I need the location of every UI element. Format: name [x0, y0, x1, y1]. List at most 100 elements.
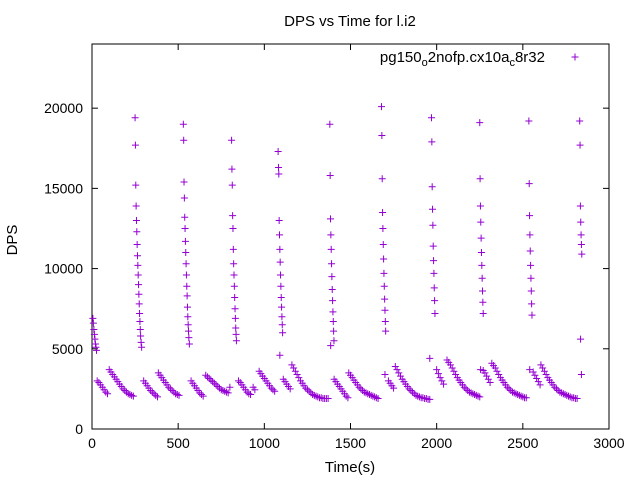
data-point [379, 241, 387, 249]
data-point [357, 385, 365, 393]
data-point [182, 249, 190, 257]
data-point [175, 391, 183, 399]
data-point [210, 379, 218, 387]
data-point [381, 370, 389, 378]
data-point [344, 394, 352, 402]
data-point [465, 388, 473, 396]
x-tick-label: 2500 [507, 435, 538, 451]
data-point [182, 271, 190, 279]
data-point [540, 367, 548, 375]
data-point [576, 117, 584, 125]
data-point [452, 370, 460, 378]
data-point [474, 392, 482, 400]
chart-title: DPS vs Time for l.i2 [284, 13, 416, 30]
data-point [433, 366, 441, 374]
data-point [317, 394, 325, 402]
data-point [428, 138, 436, 146]
data-point [93, 377, 101, 385]
data-point [476, 393, 484, 401]
data-point [529, 368, 537, 376]
data-point [137, 332, 145, 340]
data-point [462, 385, 470, 393]
data-point [565, 392, 573, 400]
data-point [576, 202, 584, 210]
data-point [137, 338, 145, 346]
data-point [512, 390, 520, 398]
data-point [199, 392, 207, 400]
data-point [526, 231, 534, 239]
data-point [426, 395, 434, 403]
data-point [135, 300, 143, 308]
data-point [382, 327, 390, 335]
y-tick-label: 10000 [44, 261, 83, 277]
data-point [427, 114, 435, 122]
data-point [271, 387, 279, 395]
data-point [209, 378, 217, 386]
data-point [136, 318, 144, 326]
data-point [89, 314, 97, 322]
data-point [533, 374, 541, 382]
data-point [229, 245, 237, 253]
data-point [478, 261, 486, 269]
data-point [228, 165, 236, 173]
data-point [412, 391, 420, 399]
x-tick-label: 1500 [335, 435, 366, 451]
data-point [182, 260, 190, 268]
data-point [391, 362, 399, 370]
y-tick-label: 0 [75, 421, 83, 437]
data-point [476, 202, 484, 210]
legend: pg150o2nofp.cx10ac8r32 [380, 49, 579, 69]
data-point [230, 271, 238, 279]
data-point [245, 390, 253, 398]
data-point [438, 377, 446, 385]
data-point [302, 384, 310, 392]
data-point [275, 170, 283, 178]
data-point [310, 391, 318, 399]
data-point [135, 281, 143, 289]
data-point [314, 393, 322, 401]
data-point [430, 257, 438, 265]
data-point [134, 261, 142, 269]
data-point [393, 366, 401, 374]
data-point [232, 324, 240, 332]
data-point [369, 392, 377, 400]
data-point [295, 374, 303, 382]
data-point [181, 237, 189, 245]
data-point [342, 392, 350, 400]
data-point [566, 393, 574, 401]
legend-marker [571, 53, 579, 61]
data-point [469, 390, 477, 398]
data-point [279, 329, 287, 337]
data-point [561, 391, 569, 399]
data-point [231, 314, 239, 322]
data-point [505, 385, 513, 393]
data-point [381, 306, 389, 314]
data-point [450, 367, 458, 375]
data-point [276, 258, 284, 266]
data-point [446, 361, 454, 369]
data-point [180, 136, 188, 144]
data-point [508, 388, 516, 396]
data-point [183, 303, 191, 311]
data-point [476, 175, 484, 183]
data-point [329, 318, 337, 326]
data-point [132, 181, 140, 189]
data-point [217, 386, 225, 394]
data-point [479, 287, 487, 295]
x-tick-label: 1000 [249, 435, 280, 451]
data-point [229, 224, 237, 232]
data-point [536, 381, 544, 389]
data-point [330, 337, 338, 345]
data-point [327, 215, 335, 223]
data-point [379, 208, 387, 216]
data-point [479, 298, 487, 306]
data-point [305, 387, 313, 395]
data-point [293, 370, 301, 378]
data-point [380, 269, 388, 277]
data-point [517, 392, 525, 400]
data-point [367, 391, 375, 399]
data-point [522, 394, 530, 402]
data-point [515, 391, 523, 399]
data-point [185, 334, 193, 342]
data-point [429, 221, 437, 229]
